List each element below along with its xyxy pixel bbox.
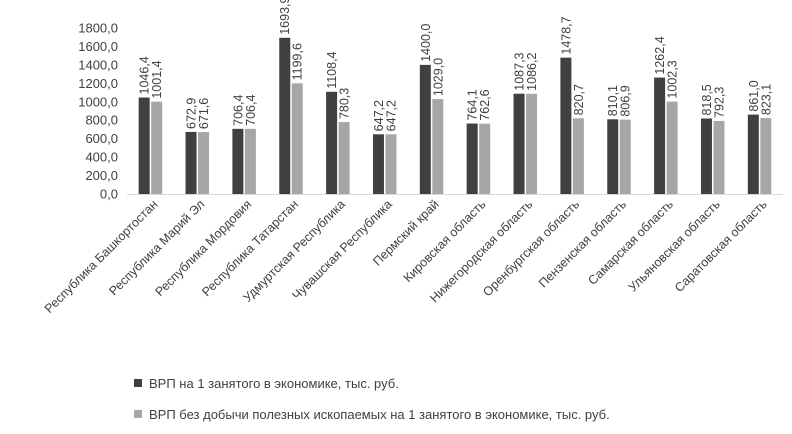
bar-series-2 bbox=[619, 119, 631, 194]
bar-series-2 bbox=[244, 128, 256, 194]
bar-series-1 bbox=[232, 128, 244, 194]
y-tick-label: 1200,0 bbox=[78, 76, 118, 91]
data-label-series-1: 861,0 bbox=[747, 80, 761, 111]
bar-series-2 bbox=[572, 118, 584, 194]
legend-label-series-2: ВРП без добычи полезных ископаемых на 1 … bbox=[149, 406, 610, 422]
y-tick-label: 1800,0 bbox=[78, 21, 118, 36]
bar-series-2 bbox=[666, 101, 678, 194]
bar-series-2 bbox=[198, 132, 210, 194]
bar-series-2 bbox=[760, 118, 772, 194]
bar-series-2 bbox=[338, 122, 350, 194]
data-label-series-2: 780,3 bbox=[338, 88, 352, 119]
data-label-series-1: 1087,3 bbox=[513, 52, 527, 90]
bar-series-1 bbox=[138, 97, 150, 194]
data-label-series-1: 1262,4 bbox=[653, 36, 667, 74]
data-label-series-2: 671,6 bbox=[197, 98, 211, 129]
legend-item-series-2: ВРП без добычи полезных ископаемых на 1 … bbox=[134, 403, 610, 425]
data-label-series-1: 672,9 bbox=[185, 98, 199, 129]
bar-series-2 bbox=[291, 83, 303, 194]
y-tick-label: 400,0 bbox=[85, 150, 118, 165]
y-tick-label: 0,0 bbox=[100, 187, 118, 202]
bar-series-1 bbox=[654, 77, 666, 194]
data-label-series-2: 792,3 bbox=[712, 87, 726, 118]
data-label-series-2: 820,7 bbox=[572, 84, 586, 115]
y-tick-label: 600,0 bbox=[85, 131, 118, 146]
bar-series-1 bbox=[747, 114, 759, 194]
category-label: Пензенская область bbox=[536, 197, 629, 290]
bar-series-2 bbox=[151, 101, 163, 194]
category-label: Самарская область bbox=[585, 197, 676, 288]
data-label-series-2: 1002,3 bbox=[666, 60, 680, 98]
category-label: Ульяновская область bbox=[626, 197, 723, 294]
data-label-series-2: 1199,6 bbox=[291, 43, 305, 80]
data-label-series-1: 647,2 bbox=[372, 100, 386, 131]
data-label-series-1: 1400,0 bbox=[419, 24, 433, 62]
bar-series-1 bbox=[700, 118, 712, 194]
y-tick-label: 1600,0 bbox=[78, 39, 118, 54]
bar-series-1 bbox=[279, 37, 291, 195]
legend-swatch-series-2 bbox=[134, 410, 142, 418]
bar-series-1 bbox=[326, 91, 338, 194]
bar-series-1 bbox=[185, 131, 197, 194]
bar-series-2 bbox=[479, 123, 491, 194]
bar-series-1 bbox=[419, 64, 431, 194]
y-tick-label: 1400,0 bbox=[78, 57, 118, 72]
legend-label-series-1: ВРП на 1 занятого в экономике, тыс. руб. bbox=[149, 375, 399, 391]
bar-series-1 bbox=[513, 93, 525, 194]
legend-swatch-series-1 bbox=[134, 379, 142, 387]
bar-series-1 bbox=[560, 57, 572, 195]
legend: ВРП на 1 занятого в экономике, тыс. руб.… bbox=[134, 372, 610, 434]
data-label-series-1: 818,5 bbox=[700, 84, 714, 115]
data-label-series-2: 1001,4 bbox=[150, 60, 164, 98]
data-label-series-2: 762,6 bbox=[478, 89, 492, 120]
category-label: Саратовская область bbox=[672, 197, 770, 295]
data-label-series-1: 1693,9 bbox=[278, 0, 292, 35]
bar-series-1 bbox=[466, 123, 478, 194]
data-label-series-2: 823,1 bbox=[759, 84, 773, 115]
bar-series-2 bbox=[432, 99, 444, 194]
y-tick-label: 200,0 bbox=[85, 168, 118, 183]
data-label-series-1: 706,4 bbox=[231, 95, 245, 126]
data-label-series-1: 1108,4 bbox=[325, 51, 339, 88]
data-label-series-1: 1046,4 bbox=[138, 56, 152, 94]
data-label-series-2: 1029,0 bbox=[431, 58, 445, 96]
data-label-series-2: 706,4 bbox=[244, 95, 258, 126]
bar-series-1 bbox=[372, 134, 384, 194]
category-label: Республика Марий Эл bbox=[106, 197, 207, 298]
y-tick-label: 1000,0 bbox=[78, 94, 118, 109]
data-label-series-2: 806,9 bbox=[619, 85, 633, 116]
bar-series-2 bbox=[713, 120, 725, 194]
category-label: Кировская область bbox=[401, 197, 489, 285]
legend-item-series-1: ВРП на 1 занятого в экономике, тыс. руб. bbox=[134, 372, 610, 394]
bars bbox=[138, 37, 772, 195]
bar-series-2 bbox=[385, 134, 397, 194]
data-label-series-1: 764,1 bbox=[466, 89, 480, 120]
data-label-series-1: 1478,7 bbox=[559, 16, 573, 54]
data-label-series-1: 810,1 bbox=[606, 85, 620, 116]
bar-series-2 bbox=[526, 93, 538, 194]
y-axis: 0,0 200,0 400,0 600,0 800,0 1000,0 1200,0 1400,… bbox=[78, 21, 118, 202]
bar-series-1 bbox=[607, 119, 619, 194]
data-label-series-2: 647,2 bbox=[384, 100, 398, 131]
y-tick-label: 800,0 bbox=[85, 113, 118, 128]
data-label-series-2: 1086,2 bbox=[525, 53, 539, 91]
